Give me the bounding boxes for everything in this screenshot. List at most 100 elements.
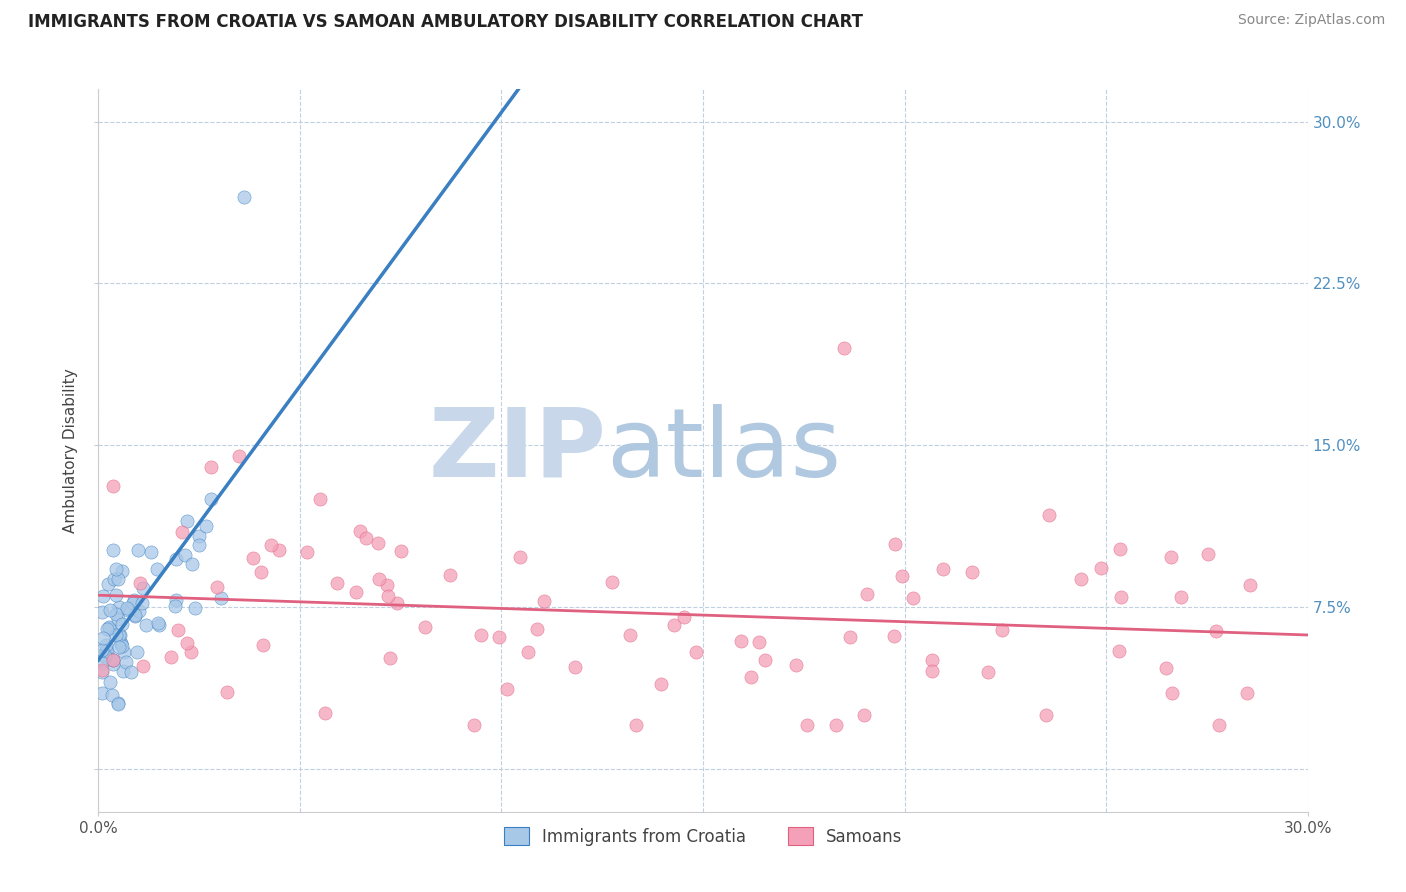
Point — [112, 664, 135, 678]
Point — [200, 491, 222, 506]
Point — [207, 580, 229, 594]
Point — [377, 589, 399, 603]
Point — [117, 600, 139, 615]
Point — [368, 572, 391, 586]
Point — [526, 622, 548, 636]
Point — [1160, 549, 1182, 564]
Point — [1236, 686, 1258, 700]
Point — [838, 630, 860, 644]
Point — [98, 621, 121, 635]
Point — [1154, 661, 1177, 675]
Point — [1197, 547, 1219, 561]
Point — [184, 601, 207, 615]
Point — [176, 514, 198, 528]
Point — [309, 491, 332, 506]
Point — [853, 707, 876, 722]
Point — [883, 537, 905, 551]
Point — [672, 610, 695, 624]
Point — [181, 557, 204, 571]
Point — [165, 552, 187, 566]
Point — [108, 628, 131, 642]
Point — [146, 615, 169, 630]
Point — [96, 644, 118, 658]
Point — [105, 607, 128, 621]
Point — [378, 651, 401, 665]
Point — [901, 591, 924, 605]
Point — [91, 648, 114, 662]
Point — [91, 663, 114, 677]
Point — [139, 545, 162, 559]
Point — [932, 562, 955, 576]
Point — [94, 648, 117, 663]
Point — [439, 567, 461, 582]
Point — [120, 665, 142, 679]
Point — [650, 677, 672, 691]
Point — [103, 572, 125, 586]
Point — [344, 585, 367, 599]
Point — [108, 640, 131, 655]
Point — [796, 718, 818, 732]
Point — [173, 548, 195, 562]
Point — [110, 636, 132, 650]
Point — [600, 574, 623, 589]
Point — [463, 718, 485, 732]
Point — [96, 622, 118, 636]
Point — [785, 658, 807, 673]
Point — [135, 618, 157, 632]
Point — [91, 642, 114, 657]
Point — [685, 645, 707, 659]
Point — [122, 596, 145, 610]
Point — [176, 636, 198, 650]
Point — [132, 658, 155, 673]
Point — [516, 645, 538, 659]
Point — [98, 675, 121, 690]
Point — [890, 568, 912, 582]
Point — [104, 628, 127, 642]
Text: atlas: atlas — [606, 404, 841, 497]
Point — [105, 588, 128, 602]
Point — [125, 645, 148, 659]
Point — [96, 644, 118, 658]
Point — [413, 620, 436, 634]
Point — [921, 653, 943, 667]
Point — [389, 543, 412, 558]
Point — [107, 600, 129, 615]
Point — [127, 543, 149, 558]
Point — [128, 575, 150, 590]
Point — [1111, 591, 1133, 605]
Point — [187, 538, 209, 552]
Point — [101, 688, 124, 702]
Point — [367, 536, 389, 550]
Point — [1161, 686, 1184, 700]
Point — [107, 612, 129, 626]
Point — [269, 543, 291, 558]
Point — [232, 190, 254, 204]
Y-axis label: Ambulatory Disability: Ambulatory Disability — [63, 368, 79, 533]
Point — [326, 575, 349, 590]
Point — [103, 653, 125, 667]
Text: Source: ZipAtlas.com: Source: ZipAtlas.com — [1237, 13, 1385, 28]
Point — [200, 459, 222, 474]
Point — [114, 655, 136, 669]
Point — [167, 623, 190, 637]
Point — [122, 593, 145, 607]
Point — [252, 638, 274, 652]
Point — [856, 587, 879, 601]
Point — [128, 604, 150, 618]
Point — [170, 524, 193, 539]
Point — [1208, 718, 1230, 732]
Point — [91, 589, 114, 603]
Legend: Immigrants from Croatia, Samoans: Immigrants from Croatia, Samoans — [495, 819, 911, 854]
Point — [148, 618, 170, 632]
Point — [991, 624, 1014, 638]
Point — [132, 581, 155, 595]
Point — [124, 609, 146, 624]
Point — [250, 566, 273, 580]
Point — [110, 637, 132, 651]
Point — [91, 605, 114, 619]
Point — [104, 562, 127, 576]
Point — [1070, 572, 1092, 586]
Text: IMMIGRANTS FROM CROATIA VS SAMOAN AMBULATORY DISABILITY CORRELATION CHART: IMMIGRANTS FROM CROATIA VS SAMOAN AMBULA… — [28, 13, 863, 31]
Point — [619, 627, 641, 641]
Point — [349, 524, 371, 539]
